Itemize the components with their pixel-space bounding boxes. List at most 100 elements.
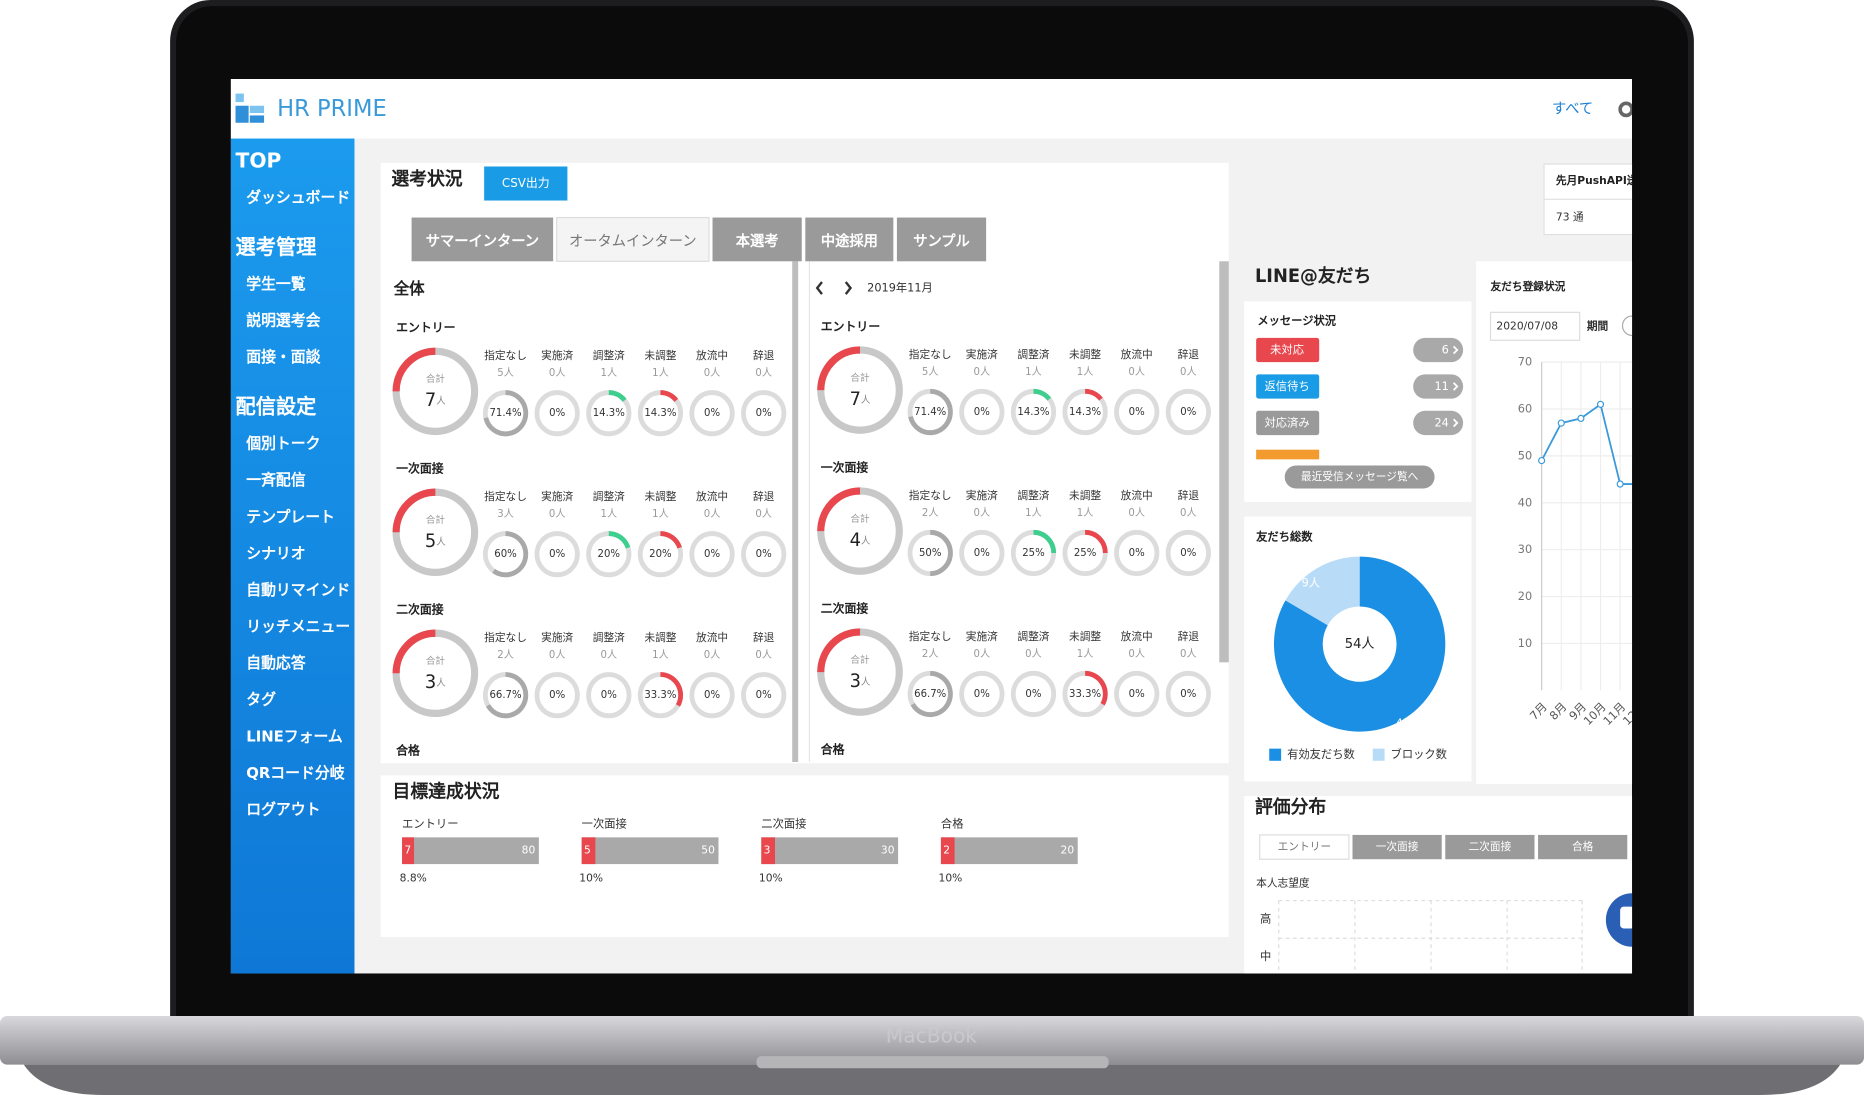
tab[interactable] [712, 217, 802, 262]
rate-label: 0% [704, 408, 720, 419]
count-unit: 人 [504, 367, 514, 379]
sidebar-item[interactable]: シナリオ [246, 544, 305, 562]
total-label: 合計 [851, 513, 870, 525]
stage-panel: 2019年11月エントリー合計7人指定なし5人71.4%実施済0人0%調整済1人… [817, 280, 1211, 756]
sidebar-item[interactable]: テンプレート [246, 508, 335, 526]
sidebar-item[interactable]: タグ [246, 691, 276, 709]
goal-target-bar [402, 837, 539, 865]
column-header: 調整済 [1017, 347, 1049, 361]
tab-label: エントリー [1278, 840, 1331, 853]
tab[interactable] [411, 217, 554, 262]
y-tick-label: 20 [1518, 589, 1532, 603]
status-badge[interactable] [1256, 410, 1320, 436]
tab[interactable] [1352, 834, 1442, 860]
column-header: 放流中 [696, 489, 728, 503]
date-input[interactable] [1489, 311, 1581, 341]
sidebar-item[interactable]: 説明選考会 [246, 311, 321, 329]
column-header: 未調整 [1069, 347, 1101, 361]
sidebar-item[interactable]: 自動リマインド [246, 581, 350, 599]
goal-target-bar [761, 837, 899, 865]
rate-label: 14.3% [593, 408, 625, 419]
count-unit: 人 [1032, 648, 1042, 660]
count-number: 0 [1128, 649, 1134, 660]
link-button[interactable] [1284, 465, 1435, 489]
count-pill[interactable] [1413, 337, 1464, 363]
ring-arc [910, 670, 953, 718]
goal-rate: 10% [759, 872, 783, 885]
ring-track [534, 672, 580, 719]
total-value: 3人 [850, 671, 871, 692]
ring-arc [608, 531, 631, 549]
total-label: 合計 [851, 654, 870, 666]
laptop-base-edge [23, 1064, 1841, 1095]
sidebar-item[interactable]: リッチメニュー [246, 617, 350, 635]
count-number: 1 [601, 368, 607, 379]
count: 2人 [497, 649, 514, 661]
count-unit: 人 [607, 508, 617, 520]
toggle[interactable] [1621, 315, 1642, 337]
count: 1人 [1025, 366, 1042, 378]
goal-target: 80 [522, 844, 536, 857]
column-header: 指定なし [484, 630, 527, 644]
goal-target: 50 [701, 844, 715, 857]
ring-track [741, 672, 787, 719]
count-pill[interactable] [1413, 410, 1464, 436]
sidebar-item[interactable]: 自動応答 [246, 654, 306, 672]
sidebar-item[interactable]: 個別トーク [245, 434, 320, 452]
sidebar-item[interactable]: 一斉配信 [246, 471, 305, 489]
scrollbar[interactable] [792, 261, 799, 763]
count: 1人 [601, 508, 618, 520]
count: 5人 [497, 367, 514, 379]
sidebar-item[interactable]: ダッシュボード [246, 188, 350, 206]
tab[interactable] [556, 216, 710, 262]
count-number: 1 [1077, 367, 1083, 378]
goal-rate: 10% [579, 872, 603, 885]
rate-label: 0% [1180, 548, 1196, 559]
count-unit: 人 [928, 507, 938, 519]
count: 0人 [1128, 648, 1145, 660]
count-number: 5 [922, 367, 928, 378]
settings-icon[interactable] [1618, 101, 1633, 118]
total-unit: 人 [436, 678, 446, 689]
count: 1人 [652, 649, 669, 661]
sidebar-item[interactable]: LINEフォーム [246, 727, 343, 745]
status-badge[interactable] [1256, 337, 1320, 363]
tab[interactable] [1259, 834, 1350, 860]
prev-month[interactable] [815, 281, 823, 295]
next-month[interactable] [844, 281, 853, 295]
ring-track [689, 531, 735, 578]
tab[interactable] [896, 217, 987, 262]
tab[interactable] [1538, 834, 1628, 860]
line-point [1557, 419, 1565, 427]
section-title: 評価分布 [1255, 796, 1326, 818]
filter-link: すべて [1552, 100, 1593, 117]
count: 0人 [974, 507, 991, 519]
donut-segment [1273, 556, 1446, 732]
goal-target-bar [940, 837, 1078, 865]
ring-arc [485, 672, 529, 719]
donut-label: 45人 [1396, 716, 1422, 730]
count-number: 0 [755, 509, 761, 520]
sidebar-item[interactable]: 学生一覧 [246, 275, 305, 293]
count-number: 0 [704, 509, 710, 520]
csv-button[interactable] [484, 166, 568, 201]
tab-label: サンプル [913, 233, 970, 250]
sidebar-item[interactable]: 面接・面談 [246, 348, 321, 366]
goal-name: エントリー [402, 816, 458, 830]
count-unit: 人 [1135, 366, 1145, 378]
card-title: 友だち総数 [1256, 530, 1313, 544]
goal-name: 二次面接 [761, 816, 806, 830]
tab[interactable] [1445, 834, 1535, 860]
count-pill[interactable] [1413, 374, 1464, 399]
sidebar-item[interactable]: ログアウト [246, 800, 320, 818]
push-value: 73 通 [1556, 210, 1584, 223]
count-number: 1 [652, 650, 658, 661]
sidebar-item[interactable]: QRコード分岐 [246, 764, 345, 782]
tab[interactable] [805, 217, 894, 262]
scrollbar[interactable] [1219, 261, 1229, 663]
count-number: 0 [755, 368, 761, 379]
tab-label: 二次面接 [1468, 839, 1511, 853]
status-badge[interactable] [1256, 374, 1320, 399]
count-number: 0 [974, 649, 980, 660]
column-header: 実施済 [966, 629, 998, 643]
